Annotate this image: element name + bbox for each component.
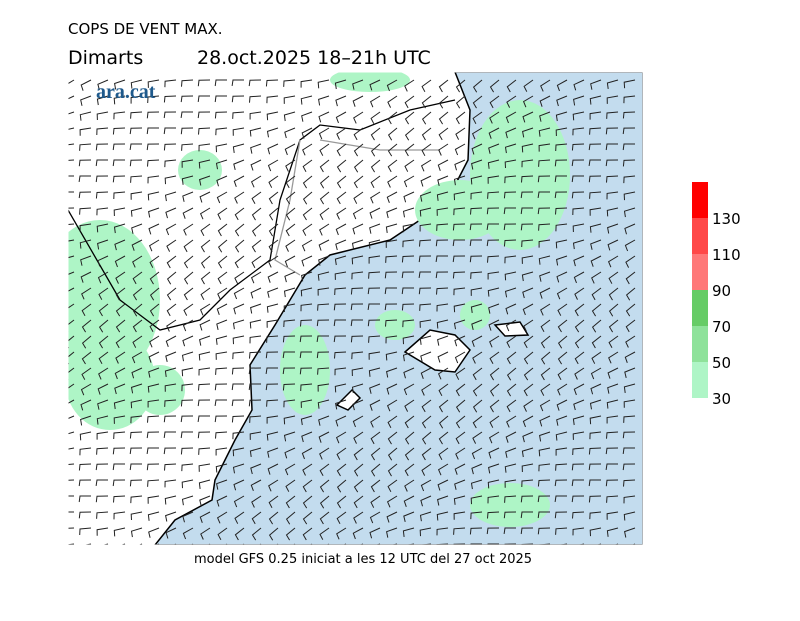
- colorbar-label: 110: [712, 246, 741, 264]
- map-day: Dimarts: [68, 47, 143, 69]
- colorbar-segment: [692, 326, 708, 362]
- mallorca: [403, 329, 471, 373]
- colorbar-label: 90: [712, 282, 731, 300]
- region-border: [274, 139, 440, 276]
- wind-barbs: [68, 79, 636, 545]
- colorbar-segment: [692, 290, 708, 326]
- colorbar-segment: [692, 254, 708, 290]
- footer: model GFS 0.25 iniciat a les 12 UTC del …: [194, 552, 532, 567]
- border: [68, 99, 456, 331]
- map-date: 28.oct.2025 18–21h UTC: [197, 47, 431, 69]
- eivissa: [335, 388, 362, 411]
- colorbar-label: 30: [712, 390, 731, 408]
- map-title: COPS DE VENT MAX.: [68, 20, 223, 38]
- colorbar-label: 130: [712, 210, 741, 228]
- frame: [67, 71, 644, 546]
- colorbar: 30 50 70 90 110 130: [692, 182, 741, 408]
- map-area: ara.cat: [68, 72, 643, 545]
- barb: [68, 79, 636, 545]
- logo: ara.cat: [96, 81, 156, 103]
- colorbar-segment: [692, 218, 708, 254]
- colorbar-label: 70: [712, 318, 731, 336]
- colorbar-segment: [692, 362, 708, 398]
- colorbar-segment: [692, 182, 708, 218]
- colorbar-label: 50: [712, 354, 731, 372]
